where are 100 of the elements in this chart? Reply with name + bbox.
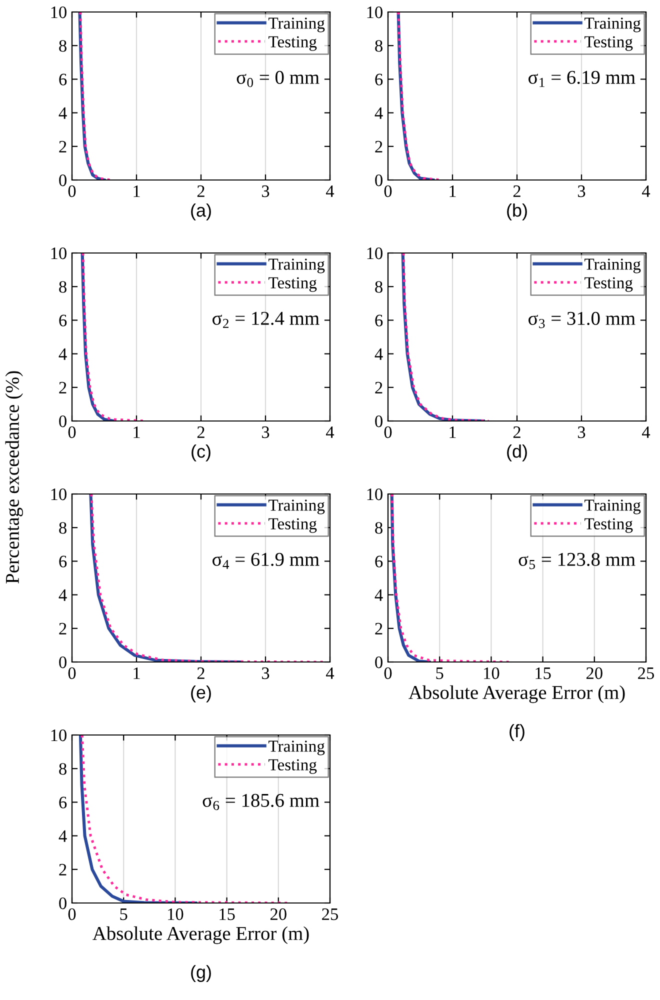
annotation: σ$_{2}$ = 12.4 mm [212,312,320,328]
legend-label: Testing [584,36,633,51]
text: Training [584,258,641,274]
annotation: σ$_{4}$ = 61.9 mm [212,552,320,569]
legend-label: Testing [584,518,633,533]
annotation: σ$_{3}$ = 31.0 mm [528,312,636,328]
x-tick-label: 2 [513,185,520,197]
y-tick-label: 0 [375,415,382,428]
y-tick-label: 6 [375,74,383,86]
x-tick-label: 3 [262,426,270,438]
annotation: σ$_{5}$ = 123.8 mm [518,552,636,570]
y-tick-label: 10 [367,6,382,18]
x-tick-label: 1 [134,185,140,197]
legend-label: Training [584,500,641,514]
x-tick-label: 1 [450,185,456,197]
y-tick-label: 4 [374,107,383,119]
y-tick-label: 4 [58,348,67,360]
legend-label: Testing [268,759,317,774]
text: Training [268,258,325,274]
x-tick-label: 10 [484,667,500,680]
x-tick-label: 1 [450,426,456,438]
y-tick-label: 10 [51,488,66,500]
x-tick-label: 20 [270,908,286,920]
x-axis-title: Absolute Average Error (m) [408,685,625,704]
y-tick-label: 6 [375,314,383,326]
text: (b) [507,204,527,220]
y-tick-label: 0 [59,656,66,668]
x-tick-label: 4 [326,667,334,679]
x-tick-label: 15 [536,667,551,680]
x-tick-label: 25 [322,908,338,920]
x-tick-label: 0 [384,426,392,438]
annotation: σ$_{6}$ = 185.6 mm [202,794,320,810]
x-tick-label: 0 [68,426,76,438]
y-tick-label: 6 [59,74,67,86]
y-tick-label: 0 [59,415,66,428]
x-tick-label: 2 [197,185,204,197]
x-tick-label: 5 [120,908,128,920]
legend-label: Training [268,740,325,756]
x-tick-label: 25 [638,667,654,680]
text: (c) [192,444,210,462]
text: Training [268,18,325,32]
y-tick-label: 8 [59,763,66,775]
y-tick-label: 4 [374,348,383,360]
x-tick-label: 15 [220,908,235,920]
y-tick-label: 10 [367,247,382,260]
x-tick-label: 3 [262,185,270,198]
x-tick-label: 2 [197,426,204,438]
y-tick-label: 8 [59,40,66,52]
y-axis-title: Percentage exceedance (%) [5,371,23,584]
y-tick-label: 10 [51,6,66,18]
y-tick-label: 2 [375,622,382,634]
x-tick-label: 0 [384,667,392,680]
legend-label: Testing [268,277,317,292]
y-tick-label: 10 [367,488,382,500]
y-tick-label: 8 [59,522,66,534]
x-tick-label: 20 [586,667,602,680]
y-tick-label: 8 [59,281,66,293]
y-tick-label: 2 [59,622,66,634]
text: Training [584,18,641,32]
y-tick-label: 0 [375,174,382,186]
y-tick-label: 2 [59,382,66,394]
x-tick-label: 1 [134,667,140,679]
y-tick-label: 4 [58,830,67,842]
y-tick-label: 8 [375,40,382,52]
y-tick-label: 4 [58,589,67,601]
text: (a) [191,204,211,220]
y-tick-label: 2 [59,864,66,876]
line-series [78,735,198,903]
line-series [90,494,325,662]
x-tick-label: 2 [197,667,204,679]
y-tick-label: 6 [59,556,67,568]
x-tick-label: 3 [578,426,586,438]
y-tick-label: 2 [375,140,382,152]
y-tick-label: 0 [59,897,66,910]
x-tick-label: 4 [642,426,650,438]
x-tick-label: 4 [326,426,334,438]
x-tick-label: 1 [134,426,140,438]
text: (e) [191,686,211,702]
line-series [79,12,112,180]
text: (g) [191,965,211,982]
x-tick-label: 0 [384,185,392,198]
y-tick-label: 4 [58,107,67,119]
text: (f) [510,724,524,741]
legend-label: Testing [268,518,317,533]
y-tick-label: 10 [51,729,66,742]
x-tick-label: 10 [168,908,184,920]
y-tick-label: 0 [59,174,66,186]
x-tick-label: 4 [326,185,334,197]
x-tick-label: 0 [68,667,76,680]
x-tick-label: 4 [642,185,650,197]
legend-label: Testing [268,36,317,51]
x-axis-title: Absolute Average Error (m) [92,926,309,944]
y-tick-label: 0 [375,656,382,668]
y-tick-label: 4 [374,589,383,601]
y-tick-label: 8 [375,522,382,534]
text: (d) [507,444,527,462]
y-tick-label: 10 [51,247,66,260]
x-tick-label: 2 [513,426,520,438]
x-tick-label: 5 [436,668,444,680]
x-tick-label: 0 [68,908,76,920]
